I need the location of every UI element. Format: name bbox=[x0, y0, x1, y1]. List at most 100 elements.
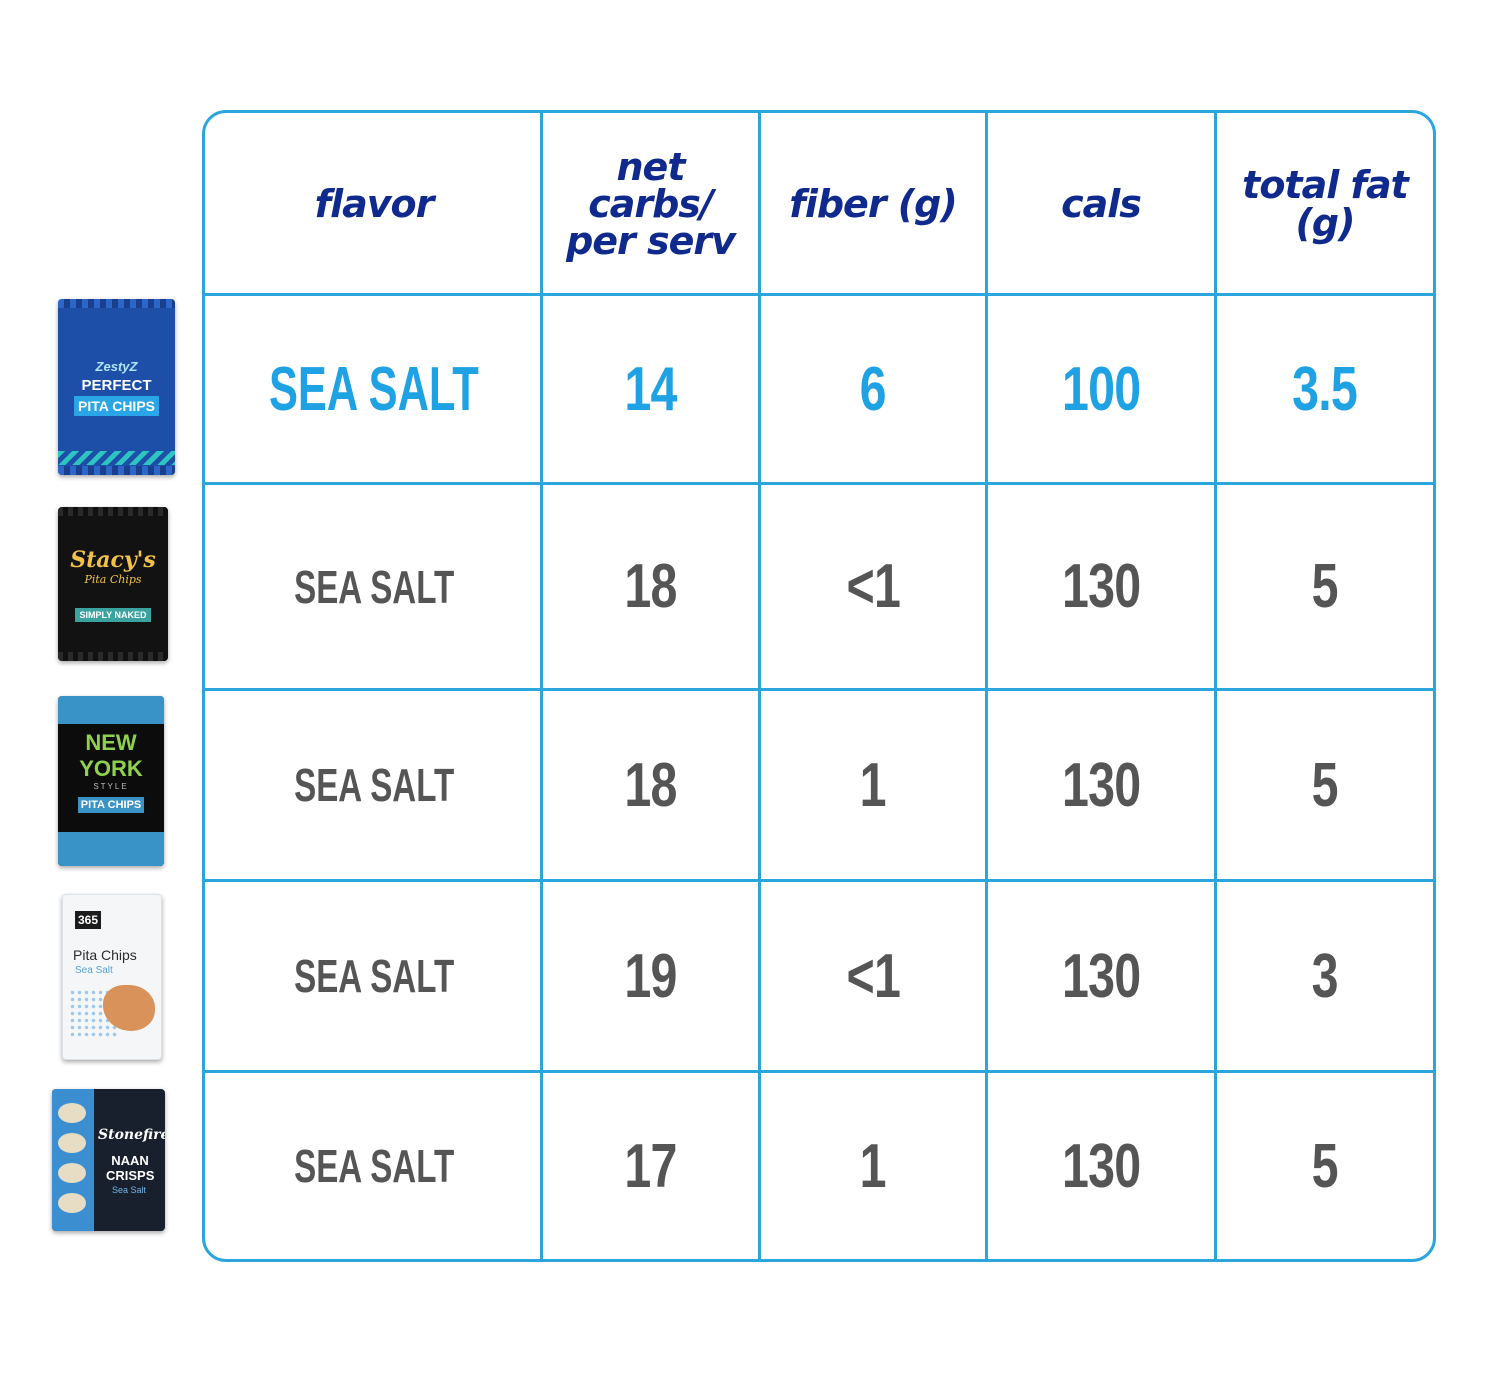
net-carbs-value: 17 bbox=[624, 1131, 677, 1201]
bag-title: PERFECT bbox=[81, 376, 152, 394]
fiber-value: <1 bbox=[846, 552, 900, 621]
net-carbs-value: 18 bbox=[624, 750, 677, 820]
cals-value: 130 bbox=[1061, 1131, 1141, 1201]
table-cell-fiber: <1 bbox=[761, 485, 985, 688]
cracker-illustration bbox=[58, 1133, 86, 1153]
table-cell-cals: 130 bbox=[988, 485, 1214, 688]
table-cell-net-carbs: 18 bbox=[543, 485, 758, 688]
row-divider bbox=[205, 879, 1433, 882]
bag-crimp bbox=[58, 466, 175, 475]
column-header-label: total fat (g) bbox=[1242, 163, 1409, 245]
cracker-illustration bbox=[58, 1163, 86, 1183]
bag-band bbox=[58, 832, 164, 866]
bag-subtitle: SIMPLY NAKED bbox=[75, 607, 151, 622]
bag-side-panel bbox=[52, 1089, 94, 1231]
table-cell-cals: 130 bbox=[988, 882, 1214, 1070]
header-cell-fiber: fiber (g) bbox=[761, 116, 985, 293]
table-cell-fiber: <1 bbox=[761, 882, 985, 1070]
total-fat-value: 5 bbox=[1311, 552, 1339, 621]
bag-pattern bbox=[58, 451, 175, 465]
table-cell-fiber: 1 bbox=[761, 691, 985, 879]
bag-crimp bbox=[58, 507, 168, 516]
table-cell-flavor: SEA SALT bbox=[208, 882, 540, 1070]
row-divider bbox=[205, 1070, 1433, 1073]
bag-title: NAAN CRISPS bbox=[106, 1153, 155, 1183]
chips-illustration bbox=[103, 985, 155, 1031]
bag-crimp bbox=[58, 299, 175, 308]
cals-value: 130 bbox=[1061, 750, 1141, 820]
fiber-value: 1 bbox=[859, 1131, 887, 1201]
column-divider bbox=[758, 113, 761, 1259]
row-divider bbox=[205, 293, 1433, 296]
column-header-label: net carbs/ per serv bbox=[566, 144, 736, 264]
table-cell-total-fat: 5 bbox=[1217, 485, 1433, 688]
header-cell-flavor: flavor bbox=[208, 116, 540, 293]
bag-band bbox=[58, 696, 164, 724]
table-cell-total-fat: 5 bbox=[1217, 1073, 1433, 1259]
product-image-stacys: Stacy's Pita Chips SIMPLY NAKED bbox=[58, 507, 168, 661]
flavor-label: SEA SALT bbox=[293, 1140, 455, 1192]
table-cell-net-carbs: 14 bbox=[543, 296, 758, 482]
product-image-stonefire: Stonefire NAAN CRISPS Sea Salt bbox=[52, 1089, 165, 1231]
bag-brand: 365 bbox=[75, 911, 102, 929]
bag-subtitle: PITA CHIPS bbox=[73, 395, 159, 416]
cals-value: 130 bbox=[1061, 552, 1141, 621]
table-cell-flavor: SEA SALT bbox=[208, 485, 540, 688]
bag-brand: NEW YORK bbox=[79, 729, 143, 781]
header-cell-cals: cals bbox=[988, 116, 1214, 293]
total-fat-value: 3 bbox=[1311, 941, 1339, 1011]
flavor-label: SEA SALT bbox=[269, 354, 479, 424]
bag-subtitle: Sea Salt bbox=[75, 965, 113, 976]
column-divider bbox=[540, 113, 543, 1259]
product-image-new-york-style: NEW YORK STYLE PITA CHIPS bbox=[58, 696, 164, 866]
column-header-label: cals bbox=[1061, 181, 1142, 226]
flavor-label: SEA SALT bbox=[293, 759, 455, 811]
table-cell-flavor: SEA SALT bbox=[208, 1073, 540, 1259]
bag-subtitle: PITA CHIPS bbox=[77, 796, 145, 813]
flavor-label: SEA SALT bbox=[293, 950, 455, 1002]
column-header-label: flavor bbox=[314, 181, 435, 226]
bag-title: Pita Chips bbox=[73, 947, 137, 963]
table-cell-cals: 100 bbox=[988, 296, 1214, 482]
product-image-zesty-z: ZestyZ PERFECT PITA CHIPS bbox=[58, 299, 175, 475]
bag-brand: Stacy's bbox=[70, 546, 156, 573]
header-cell-net-carbs: net carbs/ per serv bbox=[543, 116, 758, 293]
net-carbs-value: 19 bbox=[624, 941, 677, 1011]
table-cell-total-fat: 3.5 bbox=[1217, 296, 1433, 482]
fiber-value: 1 bbox=[859, 750, 887, 820]
table-cell-net-carbs: 17 bbox=[543, 1073, 758, 1259]
bag-brand: ZestyZ bbox=[95, 358, 138, 374]
flavor-label: SEA SALT bbox=[293, 560, 455, 613]
column-header-label: fiber (g) bbox=[789, 181, 957, 226]
cals-value: 130 bbox=[1061, 941, 1141, 1011]
total-fat-value: 5 bbox=[1311, 1131, 1339, 1201]
row-divider bbox=[205, 688, 1433, 691]
bag-brand: Stonefire bbox=[98, 1127, 165, 1143]
total-fat-value: 3.5 bbox=[1292, 354, 1359, 424]
cracker-illustration bbox=[58, 1193, 86, 1213]
bag-title: STYLE bbox=[93, 781, 129, 791]
table-cell-cals: 130 bbox=[988, 1073, 1214, 1259]
table-cell-total-fat: 3 bbox=[1217, 882, 1433, 1070]
net-carbs-value: 14 bbox=[624, 354, 677, 424]
product-image-365: 365 Pita Chips Sea Salt bbox=[62, 894, 162, 1060]
table-cell-total-fat: 5 bbox=[1217, 691, 1433, 879]
fiber-value: 6 bbox=[859, 354, 887, 424]
total-fat-value: 5 bbox=[1311, 750, 1339, 820]
fiber-value: <1 bbox=[846, 941, 900, 1011]
cracker-illustration bbox=[58, 1103, 86, 1123]
table-cell-flavor: SEA SALT bbox=[208, 691, 540, 879]
column-divider bbox=[985, 113, 988, 1259]
column-divider bbox=[1214, 113, 1217, 1259]
bag-title: Pita Chips bbox=[84, 572, 142, 586]
table-cell-flavor: SEA SALT bbox=[208, 296, 540, 482]
nutrition-comparison-table: flavor net carbs/ per serv fiber (g) cals to… bbox=[202, 110, 1436, 1262]
net-carbs-value: 18 bbox=[624, 552, 677, 621]
table-cell-fiber: 6 bbox=[761, 296, 985, 482]
bag-crimp bbox=[58, 652, 168, 661]
table-cell-net-carbs: 19 bbox=[543, 882, 758, 1070]
header-cell-total-fat: total fat (g) bbox=[1217, 116, 1433, 293]
row-divider bbox=[205, 482, 1433, 485]
cals-value: 100 bbox=[1061, 354, 1141, 424]
table-cell-cals: 130 bbox=[988, 691, 1214, 879]
